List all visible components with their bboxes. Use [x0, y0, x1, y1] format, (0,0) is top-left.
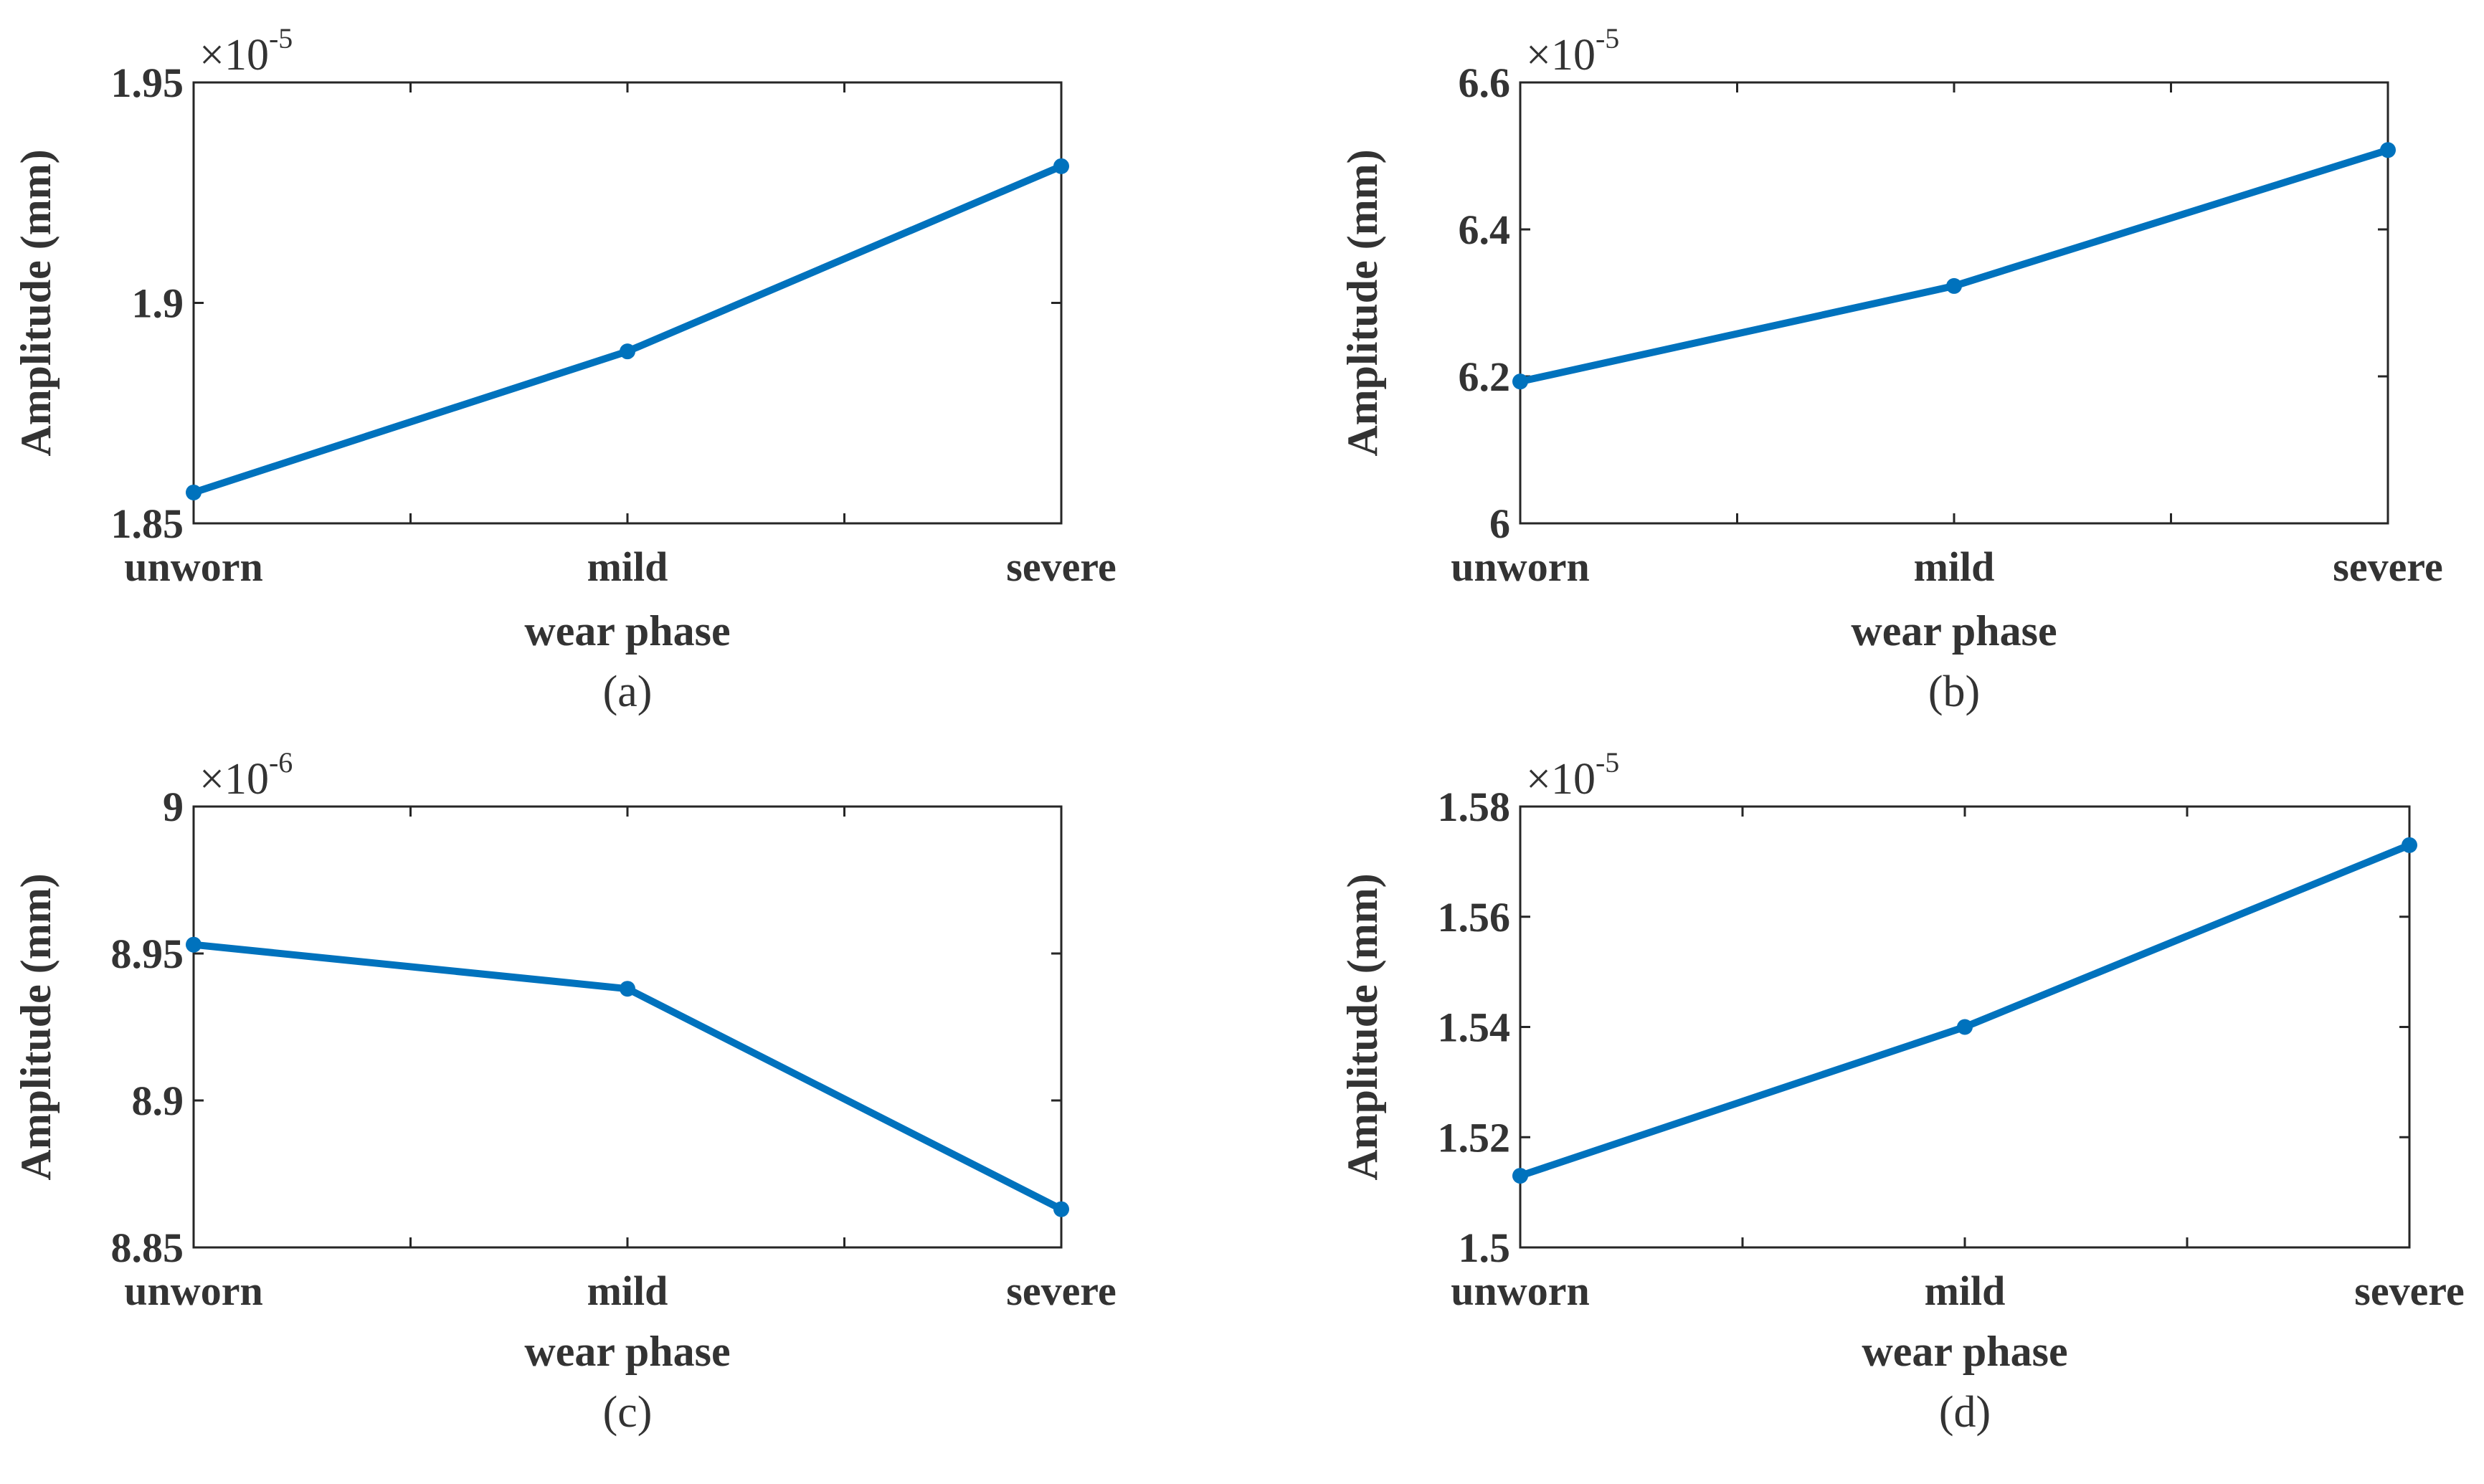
panel-b: 6 6.2 6.4 6.6 unworn mild severe wear phase Ampl…	[1339, 22, 2443, 716]
y-tick-label: 1.56	[1438, 894, 1511, 941]
axes-box	[192, 81, 1063, 525]
data-point-mild	[620, 981, 635, 997]
x-axis-label: wear phase	[1862, 1328, 2067, 1375]
data-point-mild	[1946, 277, 1962, 294]
y-tick-label: 6.6	[1459, 60, 1511, 106]
data-point-unworn	[186, 936, 202, 953]
y-tick-label: 1.5	[1459, 1224, 1511, 1271]
x-tick-label-unworn: unworn	[1451, 543, 1589, 590]
data-point-severe	[2380, 142, 2396, 158]
x-axis-label: wear phase	[1851, 607, 2057, 655]
panel-caption: (d)	[1939, 1388, 1991, 1437]
data-point-severe	[2402, 837, 2417, 853]
panel-d: 1.5 1.52 1.54 1.56 1.58 unworn mild severe wear …	[1339, 746, 2465, 1437]
y-tick-label: 1.9	[132, 280, 184, 327]
data-point-mild	[620, 343, 635, 360]
x-tick-label-mild: mild	[587, 1267, 668, 1314]
y-axis-label: Amplitude (mm)	[1339, 873, 1386, 1180]
panel-caption: (a)	[603, 667, 653, 716]
x-tick-label-severe: severe	[2354, 1267, 2465, 1314]
y-tick-label: 1.54	[1438, 1004, 1511, 1051]
x-tick-label-severe: severe	[2333, 543, 2443, 590]
y-axis-label: Amplitude (mm)	[1339, 149, 1386, 456]
data-point-unworn	[1512, 1168, 1528, 1184]
data-point-unworn	[1512, 374, 1528, 390]
x-tick-label-unworn: unworn	[1451, 1267, 1589, 1314]
y-axis-multiplier: ×10-5	[199, 22, 293, 80]
y-tick-label: 1.95	[111, 60, 184, 106]
data-point-severe	[1053, 158, 1069, 174]
panel-caption: (b)	[1928, 667, 1980, 716]
y-tick-label: 1.52	[1438, 1114, 1511, 1161]
y-axis-multiplier: ×10-6	[199, 746, 293, 804]
x-tick-label-unworn: unworn	[124, 1267, 262, 1314]
panel-caption: (c)	[603, 1388, 653, 1437]
y-tick-label: 8.95	[111, 931, 184, 977]
axes-box	[192, 805, 1063, 1249]
y-axis-label: Amplitude (mm)	[12, 873, 60, 1180]
y-tick-label: 6.2	[1459, 353, 1511, 400]
y-axis-multiplier: ×10-5	[1526, 746, 1619, 804]
y-tick-label: 8.85	[111, 1224, 184, 1271]
y-tick-label: 9	[163, 784, 184, 830]
x-tick-label-unworn: unworn	[124, 543, 262, 590]
y-tick-label: 1.58	[1438, 784, 1511, 830]
panel-c: 8.85 8.9 8.95 9 unworn mild severe wear phase Am…	[12, 746, 1117, 1437]
y-tick-label: 6	[1489, 500, 1510, 547]
panel-a: 1.85 1.9 1.95 unworn mild severe wear phase Amp…	[12, 22, 1117, 716]
y-tick-label: 8.9	[132, 1078, 184, 1124]
x-axis-label: wear phase	[524, 1328, 730, 1375]
data-point-severe	[1053, 1201, 1069, 1217]
x-tick-label-severe: severe	[1006, 1267, 1117, 1314]
y-axis-multiplier: ×10-5	[1526, 22, 1619, 80]
y-axis-label: Amplitude (mm)	[12, 149, 60, 456]
y-tick-label: 1.85	[111, 500, 184, 547]
y-tick-label: 6.4	[1459, 206, 1511, 253]
data-point-mild	[1957, 1019, 1973, 1035]
x-axis-label: wear phase	[524, 607, 730, 655]
data-point-unworn	[186, 484, 202, 500]
series-line	[190, 162, 1065, 496]
series-line	[1517, 146, 2391, 386]
x-tick-label-mild: mild	[587, 543, 668, 590]
x-tick-label-severe: severe	[1006, 543, 1117, 590]
x-tick-label-mild: mild	[1914, 543, 1995, 590]
series-line	[1517, 841, 2413, 1180]
axes-box	[1519, 81, 2389, 525]
x-tick-label-mild: mild	[1925, 1267, 2006, 1314]
